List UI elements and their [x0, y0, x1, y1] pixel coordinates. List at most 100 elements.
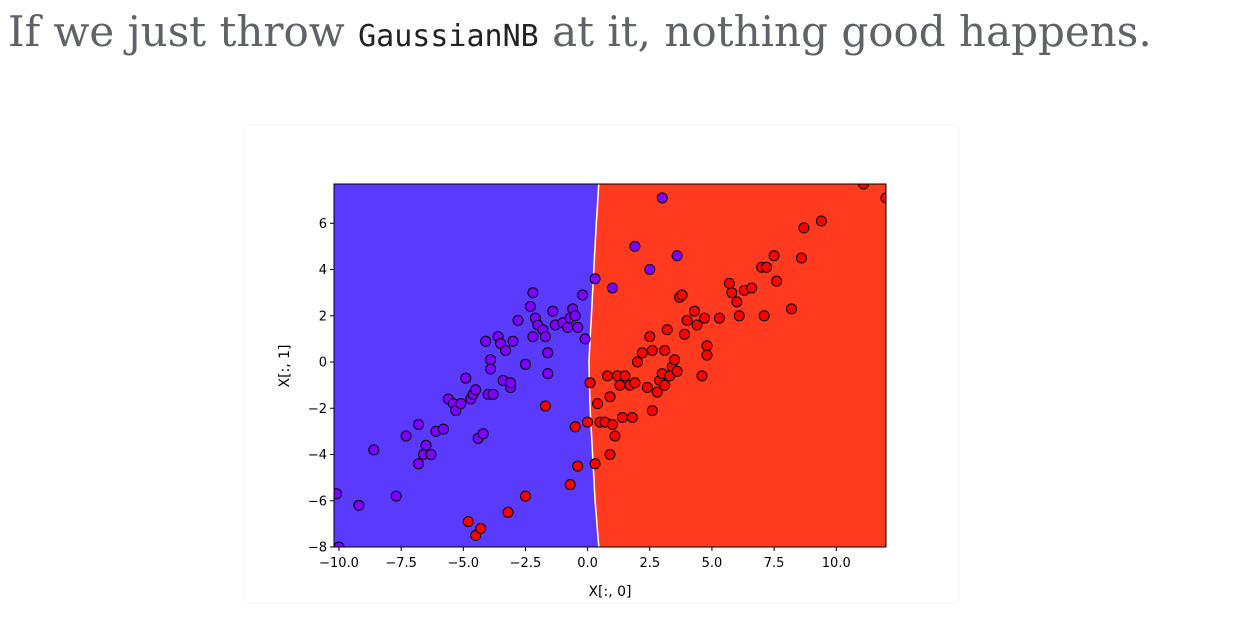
x-tick-label: 0.0 [577, 556, 598, 571]
data-point-class1 [661, 324, 673, 336]
data-point-class1 [681, 314, 693, 326]
data-point-class0 [589, 273, 601, 285]
x-tick-label: 5.0 [702, 556, 723, 571]
data-point-class1 [768, 250, 780, 262]
y-tick-label: −8 [308, 541, 327, 556]
data-point-class1 [646, 405, 658, 417]
data-point-class0 [656, 192, 668, 204]
data-point-class1 [669, 354, 681, 366]
data-point-class0 [485, 354, 497, 366]
data-point-class0 [485, 363, 497, 375]
data-point-class1 [691, 319, 703, 331]
y-tick-label: 2 [319, 309, 327, 324]
x-tick-label: 2.5 [639, 556, 660, 571]
data-point-class1 [614, 379, 626, 391]
data-point-class0 [629, 240, 641, 252]
data-point-class1 [609, 430, 621, 442]
heading-text-before: If we just throw [8, 7, 359, 56]
data-point-class0 [487, 388, 499, 400]
data-point-class0 [425, 449, 437, 460]
decision-boundary [588, 184, 600, 547]
data-point-class0 [334, 488, 342, 500]
data-point-class0 [460, 372, 472, 384]
data-point-class1 [651, 386, 663, 398]
data-point-class0 [527, 287, 539, 299]
y-axis-label: X[:, 1] [277, 344, 293, 387]
y-tick-label: 4 [319, 263, 327, 278]
data-point-class1 [731, 296, 743, 308]
x-tick-label: −7.5 [385, 556, 417, 571]
data-point-class1 [796, 252, 807, 264]
data-points [334, 184, 886, 547]
data-point-class0 [569, 310, 581, 322]
x-axis-ticks: −10.0 −7.5 −5.0 −2.5 0.0 2.5 5.0 7.5 10.0 [319, 547, 851, 571]
data-point-class0 [542, 368, 554, 380]
data-point-class1 [746, 282, 758, 294]
data-point-class1 [619, 370, 631, 382]
data-point-class0 [671, 250, 683, 262]
data-point-class1 [696, 370, 708, 382]
data-point-class1 [733, 310, 745, 322]
data-point-class1 [815, 215, 827, 227]
data-point-class1 [582, 416, 594, 428]
data-point-class1 [607, 419, 618, 430]
data-point-class1 [761, 261, 773, 273]
x-tick-label: −10.0 [319, 556, 359, 571]
data-point-class1 [701, 349, 713, 361]
heading-code: GaussianNB [358, 19, 539, 54]
data-point-class1 [631, 356, 643, 368]
data-point-class1 [626, 412, 638, 423]
data-point-class1 [520, 490, 531, 502]
data-point-class1 [572, 460, 584, 472]
data-point-class1 [564, 479, 576, 491]
y-tick-label: −4 [308, 448, 327, 463]
y-axis-ticks: −8 −6 −4 −2 0 2 4 6 [308, 217, 334, 556]
data-point-class1 [636, 347, 648, 359]
data-point-class0 [455, 398, 467, 410]
x-tick-label: 7.5 [764, 556, 785, 571]
data-point-class1 [771, 275, 783, 287]
data-point-class1 [589, 458, 601, 470]
data-point-class0 [477, 428, 489, 440]
y-tick-label: 0 [319, 356, 327, 371]
data-point-class0 [644, 264, 656, 275]
data-point-class1 [676, 289, 688, 301]
data-point-class1 [629, 377, 641, 389]
data-point-class0 [547, 305, 559, 317]
data-point-class1 [726, 287, 738, 299]
data-point-class0 [524, 301, 536, 312]
data-point-class1 [679, 328, 691, 340]
data-point-class1 [671, 365, 683, 377]
data-point-class0 [470, 384, 482, 396]
data-point-class1 [689, 305, 700, 317]
data-point-class1 [604, 449, 616, 460]
x-tick-label: 10.0 [822, 556, 851, 571]
data-point-class1 [701, 340, 713, 352]
scatter-chart: −10.0 −7.5 −5.0 −2.5 0.0 2.5 5.0 7.5 10.0 −8 −6 −4… [277, 183, 887, 600]
data-point-class1 [641, 382, 653, 393]
data-point-class0 [512, 314, 524, 326]
data-point-class1 [723, 277, 735, 289]
data-point-class0 [607, 282, 618, 294]
y-tick-label: 6 [319, 217, 327, 232]
data-point-class1 [699, 312, 710, 324]
data-point-class0 [520, 358, 531, 370]
data-point-class1 [616, 412, 628, 423]
data-point-class1 [592, 398, 604, 410]
y-tick-label: −2 [308, 402, 327, 417]
data-point-class1 [584, 377, 596, 389]
data-point-class1 [502, 506, 514, 518]
data-point-class0 [505, 377, 516, 389]
page-heading: If we just throw GaussianNB at it, nothi… [8, 7, 1152, 56]
x-tick-label: −5.0 [448, 556, 480, 571]
data-point-class0 [577, 289, 589, 301]
data-point-class1 [602, 370, 613, 382]
data-point-class0 [400, 430, 412, 442]
data-point-class0 [542, 347, 554, 359]
data-point-class1 [659, 379, 671, 391]
data-point-class1 [569, 421, 581, 433]
data-point-class0 [437, 423, 449, 435]
data-point-class0 [413, 419, 424, 430]
data-point-class1 [646, 345, 658, 356]
data-point-class0 [334, 541, 345, 547]
